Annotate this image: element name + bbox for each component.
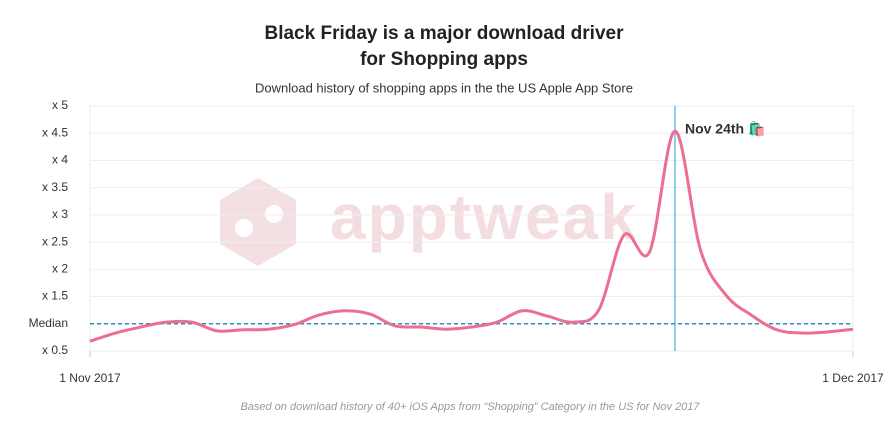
annotation-label: Nov 24th 🛍️ [685,121,765,138]
y-tick-label: x 2 [52,262,68,276]
y-tick-label: x 3 [52,207,68,221]
footnote: Based on download history of 40+ iOS App… [240,401,700,413]
y-tick-label: Median [29,316,68,330]
y-tick-label: x 5 [52,98,68,112]
y-tick-label: x 4 [52,153,68,167]
x-tick-label: 1 Dec 2017 [822,371,884,385]
y-tick-label: x 2.5 [42,234,68,248]
watermark-logo [220,178,296,266]
x-tick-label: 1 Nov 2017 [59,371,121,385]
y-tick-label: x 4.5 [42,125,68,139]
line [89,129,854,343]
watermark: apptweak [330,181,638,253]
y-tick-label: x 0.5 [42,343,68,357]
y-tick-label: x 3.5 [42,180,68,194]
chart-title: for Shopping apps [360,49,528,70]
chart-title: Black Friday is a major download driver [264,23,624,44]
y-tick-label: x 1.5 [42,289,68,303]
chart-subtitle: Download history of shopping apps in the… [255,80,633,95]
